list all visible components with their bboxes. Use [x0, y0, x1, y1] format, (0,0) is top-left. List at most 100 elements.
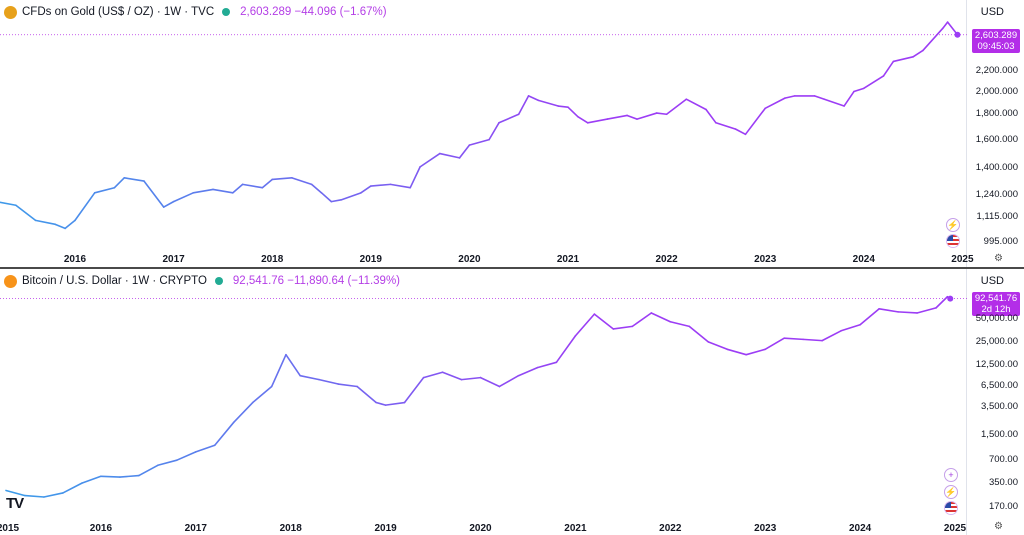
- price-line-segment: [271, 177, 293, 181]
- gold-currency-label[interactable]: USD: [980, 6, 1004, 18]
- x-tick-label: 2021: [564, 523, 587, 534]
- price-line-segment: [34, 219, 57, 226]
- price-line-segment: [612, 325, 634, 330]
- price-line-segment: [593, 313, 615, 330]
- price-line-segment: [853, 87, 865, 93]
- lightning-icon[interactable]: ⚡: [944, 485, 958, 499]
- y-tick-label: 12,500.00: [975, 358, 1018, 370]
- price-line-segment: [636, 112, 658, 120]
- btc-symbol-title[interactable]: Bitcoin / U.S. Dollar · 1W · CRYPTO: [22, 275, 207, 287]
- tradingview-logo[interactable]: TV: [6, 495, 24, 512]
- price-line-segment: [922, 27, 944, 52]
- price-line-segment: [688, 325, 710, 343]
- y-tick-label: 1,500.00: [981, 428, 1018, 440]
- price-line-segment: [143, 180, 165, 208]
- price-line-segment: [458, 144, 471, 159]
- price-line-segment: [734, 128, 747, 136]
- price-line-segment: [823, 98, 845, 107]
- price-line-segment: [318, 378, 339, 385]
- price-line-segment: [707, 341, 729, 351]
- price-line-segment: [375, 401, 387, 406]
- price-line-segment: [270, 353, 287, 388]
- price-line-segment: [892, 55, 914, 63]
- price-line-segment: [555, 335, 577, 364]
- price-line-segment: [162, 200, 175, 208]
- price-line-segment: [802, 338, 823, 342]
- price-line-segment: [840, 323, 861, 332]
- price-line-segment: [744, 107, 767, 136]
- price-line-segment: [369, 183, 392, 187]
- price-line-segment: [285, 353, 301, 377]
- price-line-segment: [897, 311, 918, 314]
- last-price-marker: [954, 31, 961, 38]
- price-line-segment: [527, 95, 540, 102]
- gear-icon[interactable]: ⚙: [994, 253, 1003, 264]
- y-tick-label: 1,800.000: [975, 108, 1018, 120]
- price-line-segment: [665, 98, 688, 116]
- us-flag-icon[interactable]: [946, 234, 960, 248]
- price-line-segment: [557, 105, 569, 108]
- price-line-segment: [517, 95, 530, 116]
- x-tick-label: 2025: [951, 254, 974, 265]
- y-tick-label: 3,500.00: [981, 400, 1018, 412]
- price-line-segment: [54, 223, 66, 230]
- gold-plot-area[interactable]: [0, 0, 967, 267]
- us-flag-icon[interactable]: [944, 501, 958, 515]
- lightning-icon[interactable]: ⚡: [946, 218, 960, 232]
- gold-symbol-title[interactable]: CFDs on Gold (US$ / OZ) · 1W · TVC: [22, 6, 215, 18]
- gold-chart-pane[interactable]: CFDs on Gold (US$ / OZ) · 1W · TVC 2,603…: [0, 0, 1024, 267]
- price-line-segment: [783, 337, 804, 341]
- price-line-segment: [655, 112, 668, 116]
- price-line-segment: [916, 307, 937, 314]
- price-line-segment: [586, 118, 609, 124]
- price-line-segment: [685, 98, 707, 111]
- x-tick-label: 2024: [848, 523, 872, 534]
- x-tick-label: 2016: [63, 254, 87, 265]
- price-line-segment: [299, 374, 320, 381]
- price-line-segment: [784, 95, 796, 99]
- btc-last-price: 92,541.76: [974, 293, 1018, 304]
- price-line-segment: [537, 99, 559, 107]
- plus-icon[interactable]: +: [944, 468, 958, 482]
- pane-divider[interactable]: [0, 267, 1024, 269]
- btc-currency-label[interactable]: USD: [980, 275, 1004, 287]
- btc-chart-pane[interactable]: Bitcoin / U.S. Dollar · 1W · CRYPTO 92,5…: [0, 269, 1024, 535]
- gold-countdown: 09:45:03: [977, 41, 1015, 52]
- price-line-segment: [813, 95, 826, 101]
- price-line-segment: [862, 75, 885, 90]
- price-line-segment: [705, 108, 717, 124]
- price-line-segment: [488, 121, 500, 141]
- price-line-segment: [192, 188, 214, 194]
- btc-price-chart[interactable]: [0, 269, 1024, 535]
- btc-legend[interactable]: Bitcoin / U.S. Dollar · 1W · CRYPTO 92,5…: [4, 273, 400, 289]
- price-line-segment: [261, 178, 274, 189]
- price-line-segment: [123, 177, 145, 182]
- price-line-segment: [422, 371, 444, 379]
- price-line-segment: [626, 114, 638, 120]
- price-line-segment: [360, 185, 372, 194]
- price-line-segment: [726, 348, 748, 356]
- x-tick-label: 2019: [374, 523, 397, 534]
- y-tick-label: 1,600.000: [975, 133, 1018, 145]
- price-line-segment: [43, 492, 64, 498]
- y-tick-label: 350.00: [988, 477, 1018, 489]
- price-line-segment: [232, 401, 254, 424]
- gear-icon[interactable]: ⚙: [994, 521, 1003, 532]
- y-tick-label: 2,200.000: [975, 65, 1018, 76]
- price-line-segment: [460, 376, 482, 381]
- x-tick-label: 2018: [261, 254, 284, 265]
- y-tick-label: 2,000.000: [975, 85, 1018, 97]
- gold-legend[interactable]: CFDs on Gold (US$ / OZ) · 1W · TVC 2,603…: [4, 4, 387, 20]
- y-tick-label: 995.000: [983, 236, 1018, 247]
- price-line-segment: [577, 115, 589, 124]
- price-line-segment: [0, 201, 17, 207]
- price-line-segment: [291, 177, 313, 186]
- price-line-segment: [878, 308, 899, 313]
- gold-coin-icon: [4, 5, 17, 19]
- price-line-segment: [468, 138, 490, 146]
- x-tick-label: 2022: [655, 254, 678, 265]
- gold-price-chart[interactable]: [0, 0, 1024, 267]
- btc-plot-area[interactable]: [0, 269, 967, 535]
- price-line-segment: [172, 192, 195, 203]
- y-tick-label: 170.00: [988, 501, 1018, 512]
